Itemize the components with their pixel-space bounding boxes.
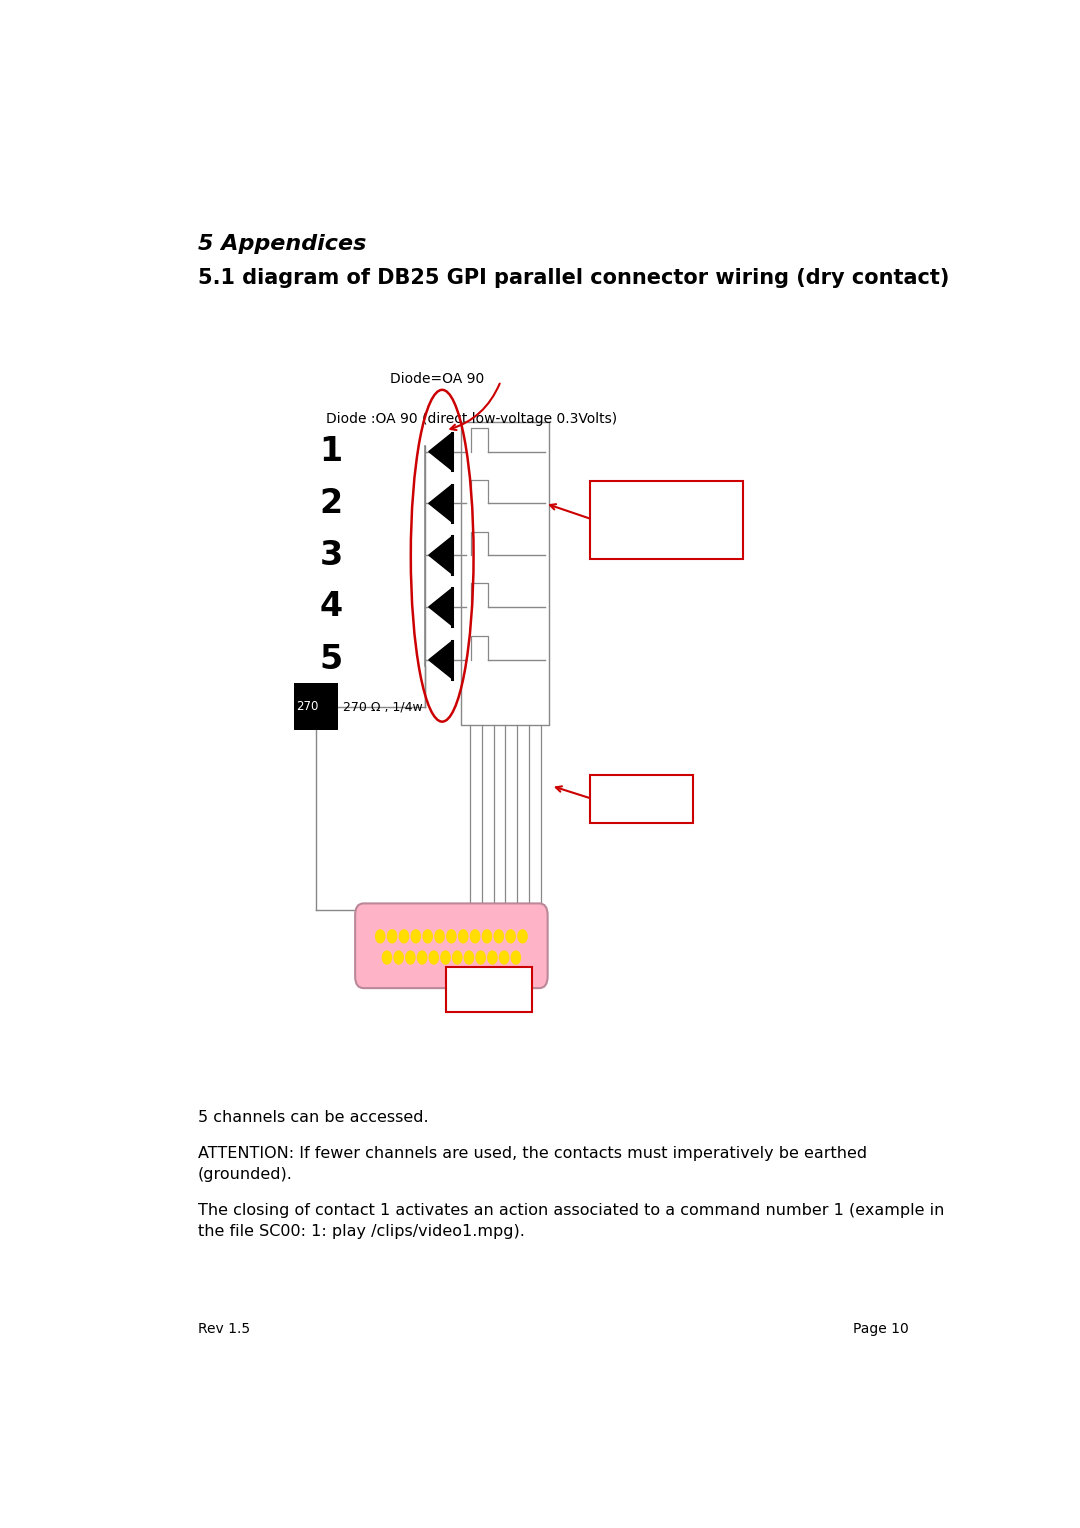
Circle shape <box>441 950 450 964</box>
Text: 1: 1 <box>320 435 342 468</box>
Text: 5 channels can be accessed.: 5 channels can be accessed. <box>198 1111 429 1126</box>
Polygon shape <box>429 484 453 523</box>
Circle shape <box>394 950 403 964</box>
Text: The closing of contact 1 activates an action associated to a command number 1 (e: The closing of contact 1 activates an ac… <box>198 1204 944 1239</box>
Text: 270: 270 <box>297 700 319 714</box>
Polygon shape <box>429 588 453 626</box>
Circle shape <box>388 931 396 943</box>
Text: 5 volts: 5 volts <box>619 793 665 807</box>
FancyBboxPatch shape <box>355 903 548 989</box>
Circle shape <box>507 931 515 943</box>
Circle shape <box>511 950 521 964</box>
Polygon shape <box>429 642 453 678</box>
Circle shape <box>411 931 420 943</box>
Text: Page 10: Page 10 <box>853 1322 909 1337</box>
Circle shape <box>400 931 408 943</box>
Polygon shape <box>429 432 453 471</box>
Text: Switches to stable
position: Switches to stable position <box>604 504 726 535</box>
Text: 3: 3 <box>320 539 342 571</box>
Text: 5: 5 <box>320 643 342 677</box>
Text: Diode=OA 90: Diode=OA 90 <box>390 371 485 385</box>
Text: 5.1 diagram of DB25 GPI parallel connector wiring (dry contact): 5.1 diagram of DB25 GPI parallel connect… <box>198 267 949 289</box>
Circle shape <box>476 950 485 964</box>
Text: 1: 1 <box>524 931 531 941</box>
Text: Diode :OA 90 (direct low-voltage 0.3Volts): Diode :OA 90 (direct low-voltage 0.3Volt… <box>326 411 617 426</box>
FancyBboxPatch shape <box>591 481 743 559</box>
FancyBboxPatch shape <box>591 775 693 824</box>
Circle shape <box>518 931 527 943</box>
Circle shape <box>435 931 444 943</box>
Text: ATTENTION: If fewer channels are used, the contacts must imperatively be earthed: ATTENTION: If fewer channels are used, t… <box>198 1146 867 1181</box>
Circle shape <box>464 950 473 964</box>
Circle shape <box>459 931 468 943</box>
Text: Rev 1.5: Rev 1.5 <box>198 1322 249 1337</box>
Circle shape <box>423 931 432 943</box>
Text: 0 volt: 0 volt <box>469 983 509 996</box>
Text: 2: 2 <box>320 487 342 520</box>
Circle shape <box>406 950 415 964</box>
Circle shape <box>453 950 462 964</box>
Circle shape <box>495 931 503 943</box>
Circle shape <box>376 931 384 943</box>
Circle shape <box>488 950 497 964</box>
Text: 25: 25 <box>364 961 378 972</box>
Text: 4: 4 <box>320 590 342 623</box>
Text: 7: 7 <box>442 931 448 941</box>
Circle shape <box>500 950 509 964</box>
Circle shape <box>483 931 491 943</box>
Circle shape <box>471 931 480 943</box>
Circle shape <box>418 950 427 964</box>
Bar <box>294 683 338 730</box>
Polygon shape <box>429 536 453 575</box>
FancyBboxPatch shape <box>446 967 531 1012</box>
Text: 270 Ω , 1/4w: 270 Ω , 1/4w <box>343 700 423 714</box>
Circle shape <box>429 950 438 964</box>
Circle shape <box>447 931 456 943</box>
Circle shape <box>382 950 392 964</box>
Text: 5 Appendices: 5 Appendices <box>198 234 366 254</box>
